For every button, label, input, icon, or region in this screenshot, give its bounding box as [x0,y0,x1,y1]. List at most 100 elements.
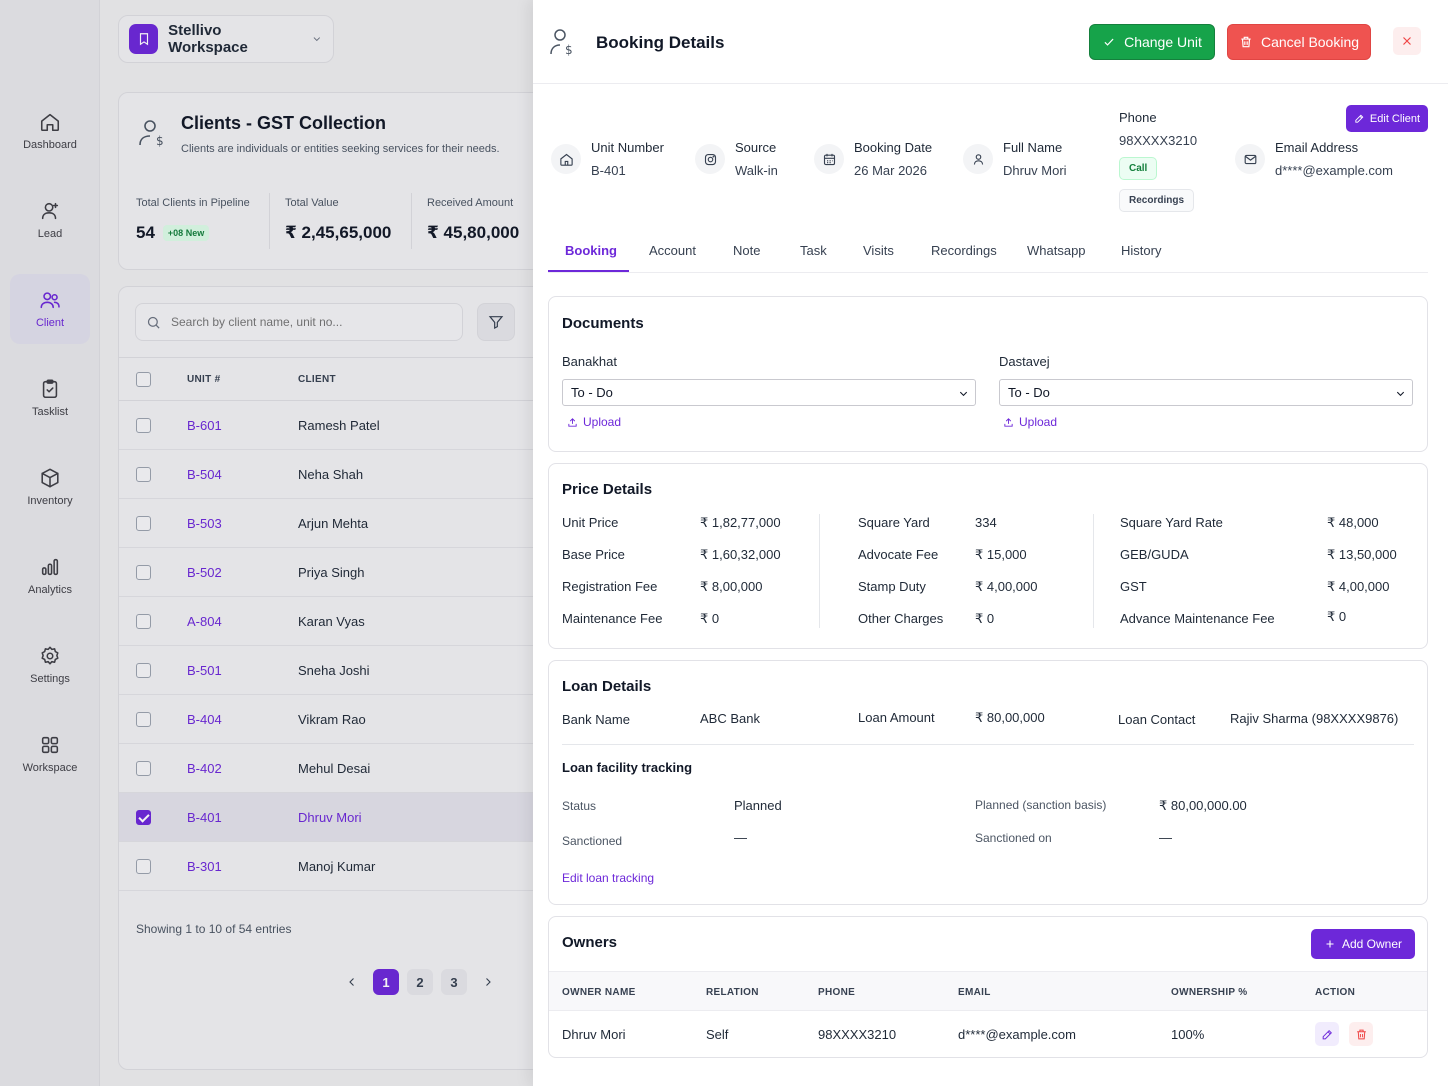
table-row[interactable]: B-404 Vikram Rao [119,695,547,744]
column-header-ownership: OWNERSHIP % [1171,987,1248,998]
tab-task[interactable]: Task [800,243,827,258]
owner-ownership: 100% [1171,1027,1205,1042]
price-value: ₹ 48,000 [1327,515,1379,530]
banakhat-upload-link[interactable]: Upload [567,415,621,429]
info-icon-wrap [551,144,581,174]
unit-link[interactable]: B-504 [187,467,222,482]
edit-client-button[interactable]: Edit Client [1346,105,1428,132]
tab-whatsapp[interactable]: Whatsapp [1027,243,1086,258]
info-label: Unit Number [591,140,664,155]
divider [411,193,412,249]
check-icon [1104,38,1114,46]
unit-link[interactable]: B-501 [187,663,222,678]
unit-link[interactable]: B-301 [187,859,222,874]
table-row[interactable]: B-501 Sneha Joshi [119,646,547,695]
chevron-down-icon [1396,391,1405,397]
price-value: ₹ 4,00,000 [1327,579,1390,594]
bookmark-icon [139,33,148,46]
gear-icon [41,646,59,665]
edit-owner-button[interactable] [1315,1022,1339,1046]
owner-relation: Self [706,1027,729,1042]
unit-link[interactable]: B-404 [187,712,222,727]
unit-link[interactable]: B-502 [187,565,222,580]
cancel-booking-button[interactable]: Cancel Booking [1227,24,1371,60]
select-all-checkbox[interactable] [136,372,151,387]
row-checkbox[interactable] [136,810,151,825]
row-checkbox[interactable] [136,859,151,874]
delete-owner-button[interactable] [1349,1022,1373,1046]
row-checkbox[interactable] [136,418,151,433]
unit-link[interactable]: A-804 [187,614,222,629]
close-button[interactable] [1393,27,1421,55]
client-name: Priya Singh [298,565,365,580]
row-checkbox[interactable] [136,712,151,727]
sidebar-item-tasklist[interactable]: Tasklist [10,363,90,433]
sidebar-item-label: Settings [30,673,70,685]
sidebar-item-inventory[interactable]: Inventory [10,452,90,522]
tab-visits[interactable]: Visits [863,243,894,258]
user-icon [973,153,983,165]
price-value: ₹ 15,000 [975,547,1027,562]
row-checkbox[interactable] [136,761,151,776]
page-button-2[interactable]: 2 [407,969,433,995]
table-row[interactable]: A-804 Karan Vyas [119,597,547,646]
tab-recordings[interactable]: Recordings [931,243,997,258]
tab-note[interactable]: Note [733,243,761,258]
sidebar-item-workspace[interactable]: Workspace [10,719,90,789]
row-checkbox[interactable] [136,516,151,531]
next-page-button[interactable] [475,969,501,995]
mail-icon [1244,154,1256,164]
prev-page-button[interactable] [339,969,365,995]
tab-account[interactable]: Account [649,243,696,258]
recordings-button[interactable]: Recordings [1119,189,1195,212]
search-box[interactable] [135,303,463,341]
banakhat-status-select[interactable]: To - Do [562,379,976,406]
tab-booking[interactable]: Booking [565,243,617,258]
table-row[interactable]: B-402 Mehul Desai [119,744,547,793]
workspace-switcher[interactable]: Stellivo Workspace [118,15,334,63]
loan-value: Rajiv Sharma (98XXXX9876) [1230,711,1399,726]
table-row[interactable]: B-502 Priya Singh [119,548,547,597]
dastavej-upload-link[interactable]: Upload [1003,415,1057,429]
users-icon [40,292,60,309]
tab-history[interactable]: History [1121,243,1162,258]
row-checkbox[interactable] [136,614,151,629]
page-button-3[interactable]: 3 [441,969,467,995]
sidebar-item-dashboard[interactable]: Dashboard [10,96,90,166]
price-label: Unit Price [562,515,619,530]
price-label: Maintenance Fee [562,611,663,626]
page-button-1[interactable]: 1 [373,969,399,995]
sidebar-item-settings[interactable]: Settings [10,630,90,700]
change-unit-button[interactable]: Change Unit [1089,24,1215,60]
table-row[interactable]: B-504 Neha Shah [119,450,547,499]
unit-link[interactable]: B-402 [187,761,222,776]
clipboard-check-icon [42,379,58,399]
loan-tracking-title: Loan facility tracking [562,760,693,775]
search-input[interactable] [171,315,451,329]
column-header-phone: PHONE [818,987,856,998]
unit-link[interactable]: B-601 [187,418,222,433]
filter-button[interactable] [477,303,515,341]
sidebar-item-analytics[interactable]: Analytics [10,541,90,611]
sidebar-item-lead[interactable]: Lead [10,185,90,255]
table-row[interactable]: B-601 Ramesh Patel [119,401,547,450]
sidebar-item-client[interactable]: Client [10,274,90,344]
table-row-selected[interactable]: B-401 Dhruv Mori [119,793,547,842]
price-value: ₹ 13,50,000 [1327,547,1397,562]
workspace-name: Stellivo Workspace [168,22,248,56]
stat-total-value: Total Value ₹ 2,45,65,000 [285,197,391,243]
unit-link[interactable]: B-503 [187,516,222,531]
dastavej-status-select[interactable]: To - Do [999,379,1413,406]
table-row[interactable]: B-503 Arjun Mehta [119,499,547,548]
table-row[interactable]: B-301 Manoj Kumar [119,842,547,891]
row-checkbox[interactable] [136,565,151,580]
info-value: 26 Mar 2026 [854,163,927,178]
info-value: 98XXXX3210 [1119,133,1198,148]
price-value: ₹ 1,82,77,000 [700,515,781,530]
add-owner-button[interactable]: Add Owner [1311,929,1415,959]
unit-link[interactable]: B-401 [187,810,222,825]
call-button[interactable]: Call [1119,157,1158,180]
row-checkbox[interactable] [136,663,151,678]
edit-loan-tracking-link[interactable]: Edit loan tracking [562,871,655,885]
row-checkbox[interactable] [136,467,151,482]
